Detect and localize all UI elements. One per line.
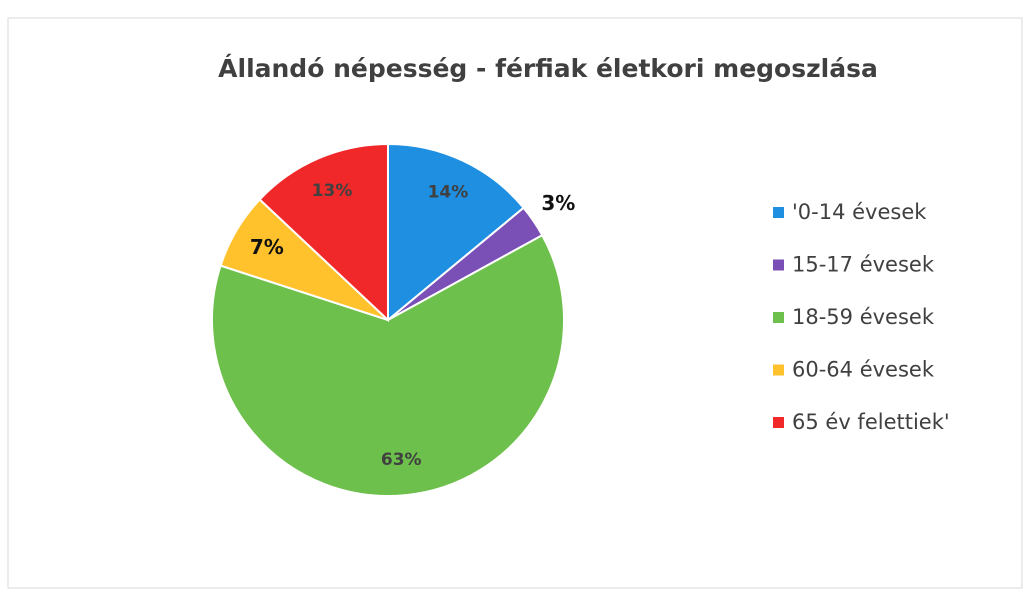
legend-swatch [773, 417, 784, 428]
data-label: 7% [250, 235, 284, 259]
legend-swatch [773, 207, 784, 218]
legend-label: 15-17 évesek [792, 253, 935, 277]
data-label: 63% [381, 450, 422, 470]
pie-slice [387, 142, 526, 323]
data-label: 14% [428, 183, 469, 203]
legend-swatch [773, 364, 784, 376]
legend-swatch [773, 259, 784, 271]
legend-label: 60-64 évesek [792, 358, 935, 382]
data-label: 13% [312, 181, 353, 201]
pie-slice [211, 233, 565, 497]
chart-title: Állandó népesség - férfiak életkori mego… [218, 54, 878, 83]
data-label: 3% [541, 191, 575, 215]
legend-swatch [773, 312, 784, 323]
legend-label: 18-59 évesek [792, 305, 935, 329]
pie-slice [258, 142, 389, 323]
legend-label: '0-14 évesek [792, 200, 927, 224]
legend-label: 65 év felettiek' [792, 410, 950, 434]
